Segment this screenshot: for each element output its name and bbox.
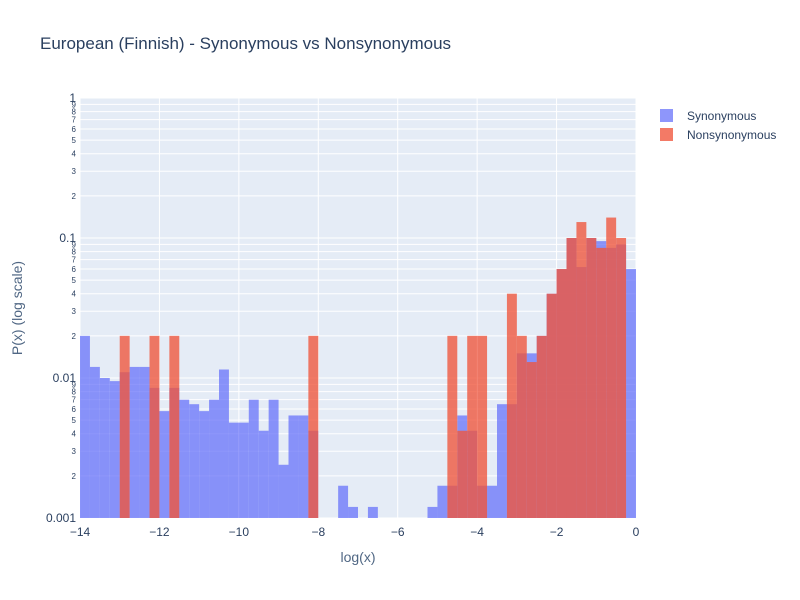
histogram-bar-nonsynonymous[interactable] [616, 238, 627, 518]
legend-label: Nonsynonymous [687, 127, 777, 142]
legend: Synonymous Nonsynonymous [660, 106, 776, 144]
x-tick-label: −14 [70, 525, 91, 539]
y-minor-tick-label: 2 [72, 192, 77, 201]
histogram-bar-synonymous[interactable] [80, 335, 90, 518]
histogram-bar-nonsynonymous[interactable] [546, 293, 557, 518]
histogram-bar-synonymous[interactable] [179, 399, 190, 518]
y-minor-tick-label: 5 [72, 276, 77, 285]
y-tick-label: 0.01 [53, 371, 77, 385]
histogram-bar-synonymous[interactable] [199, 411, 210, 518]
y-minor-tick-label: 6 [72, 265, 77, 274]
histogram-bar-nonsynonymous[interactable] [606, 217, 617, 519]
bars-layer [80, 217, 636, 519]
histogram-bar-nonsynonymous[interactable] [536, 335, 547, 518]
histogram-bar-nonsynonymous[interactable] [576, 222, 587, 519]
histogram-bar-nonsynonymous[interactable] [516, 335, 527, 518]
y-minor-tick-label: 9 [72, 240, 77, 249]
y-minor-tick-label: 3 [72, 307, 77, 316]
x-axis-title: log(x) [340, 549, 375, 565]
legend-swatch [660, 109, 673, 122]
histogram-bar-synonymous[interactable] [348, 506, 358, 518]
histogram-bar-nonsynonymous[interactable] [477, 335, 488, 518]
histogram-bar-synonymous[interactable] [626, 269, 636, 518]
y-minor-tick-label: 2 [72, 472, 77, 481]
histogram-bar-synonymous[interactable] [437, 485, 448, 518]
histogram-bar-synonymous[interactable] [367, 506, 378, 518]
histogram-bar-synonymous[interactable] [427, 506, 438, 518]
histogram-bar-synonymous[interactable] [89, 366, 100, 518]
histogram-bar-synonymous[interactable] [219, 369, 229, 518]
x-tick-label: −10 [229, 525, 250, 539]
y-minor-tick-label: 9 [72, 100, 77, 109]
histogram-bar-nonsynonymous[interactable] [506, 293, 517, 518]
histogram-bar-synonymous[interactable] [497, 404, 507, 518]
legend-swatch [660, 128, 673, 141]
histogram-bar-synonymous[interactable] [189, 404, 200, 518]
y-minor-tick-label: 7 [72, 256, 77, 265]
legend-item-synonymous[interactable]: Synonymous [660, 106, 776, 125]
histogram-bar-synonymous[interactable] [238, 422, 249, 518]
histogram-bar-synonymous[interactable] [338, 485, 349, 518]
histogram-bar-synonymous[interactable] [298, 415, 309, 518]
histogram-bar-synonymous[interactable] [288, 415, 299, 518]
histogram-bar-synonymous[interactable] [258, 430, 269, 518]
y-minor-tick-label: 6 [72, 125, 77, 134]
histogram-bar-nonsynonymous[interactable] [447, 335, 458, 518]
x-tick-label: −8 [311, 525, 325, 539]
y-tick-label: 0.1 [59, 231, 76, 245]
histogram-bar-synonymous[interactable] [99, 378, 110, 518]
y-minor-tick-label: 9 [72, 380, 77, 389]
histogram-bar-nonsynonymous[interactable] [149, 335, 160, 518]
histogram-bar-nonsynonymous[interactable] [467, 335, 478, 518]
chart-title: European (Finnish) - Synonymous vs Nonsy… [40, 34, 452, 53]
y-minor-tick-label: 8 [72, 388, 77, 397]
histogram-bar-synonymous[interactable] [268, 399, 279, 518]
y-minor-tick-label: 6 [72, 405, 77, 414]
histogram-bar-synonymous[interactable] [139, 366, 150, 518]
histogram-bar-nonsynonymous[interactable] [586, 238, 597, 518]
y-minor-tick-label: 3 [72, 447, 77, 456]
histogram-bar-nonsynonymous[interactable] [526, 362, 537, 518]
y-minor-tick-label: 7 [72, 396, 77, 405]
histogram-bar-nonsynonymous[interactable] [596, 247, 607, 518]
histogram-bar-nonsynonymous[interactable] [119, 335, 130, 518]
histogram-bar-nonsynonymous[interactable] [169, 335, 180, 518]
y-tick-label: 0.001 [46, 511, 76, 525]
histogram-bar-nonsynonymous[interactable] [457, 430, 468, 518]
y-minor-tick-label: 5 [72, 416, 77, 425]
x-tick-label: −6 [391, 525, 405, 539]
histogram-bar-synonymous[interactable] [487, 485, 497, 518]
histogram-bar-synonymous[interactable] [228, 422, 239, 518]
y-tick-label: 1 [69, 91, 76, 105]
histogram-bar-synonymous[interactable] [209, 399, 219, 518]
legend-item-nonsynonymous[interactable]: Nonsynonymous [660, 125, 776, 144]
x-tick-label: −4 [470, 525, 484, 539]
histogram-bar-synonymous[interactable] [278, 464, 289, 518]
y-minor-tick-label: 4 [72, 290, 77, 299]
histogram-bar-nonsynonymous[interactable] [566, 238, 577, 518]
y-minor-tick-label: 2 [72, 332, 77, 341]
y-axis-title: P(x) (log scale) [9, 261, 25, 355]
axis-layer: −14 −12 −10 −8 −6 −4 −2 00.0010.010.11234567892… [46, 91, 640, 539]
x-tick-label: −2 [550, 525, 564, 539]
y-minor-tick-label: 5 [72, 136, 77, 145]
x-tick-label: 0 [633, 525, 640, 539]
y-minor-tick-label: 4 [72, 430, 77, 439]
histogram-bar-synonymous[interactable] [129, 366, 140, 518]
histogram-bar-synonymous[interactable] [109, 381, 120, 518]
histogram-bar-synonymous[interactable] [159, 411, 170, 518]
x-tick-label: −12 [149, 525, 170, 539]
legend-label: Synonymous [687, 108, 757, 123]
y-minor-tick-label: 8 [72, 108, 77, 117]
y-minor-tick-label: 8 [72, 248, 77, 257]
y-minor-tick-label: 4 [72, 150, 77, 159]
y-minor-tick-label: 7 [72, 116, 77, 125]
y-minor-tick-label: 3 [72, 167, 77, 176]
histogram-bar-nonsynonymous[interactable] [556, 269, 567, 518]
histogram-bar-nonsynonymous[interactable] [308, 335, 319, 518]
histogram-bar-synonymous[interactable] [248, 399, 259, 518]
